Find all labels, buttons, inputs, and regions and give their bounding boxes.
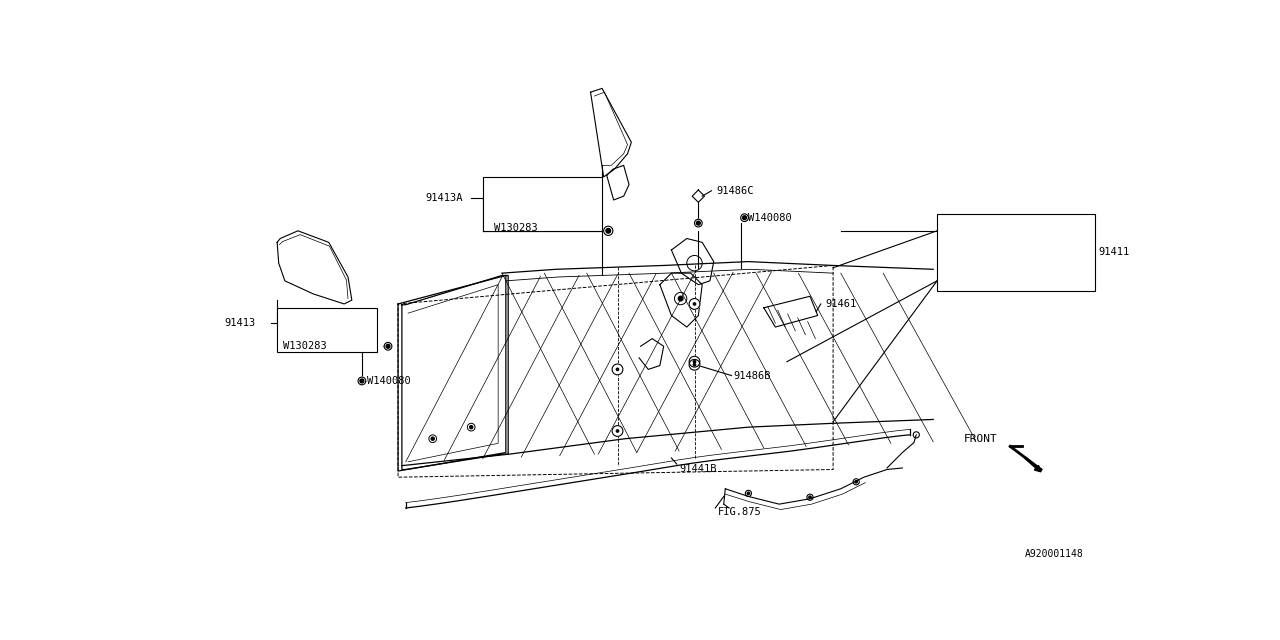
Circle shape: [431, 437, 434, 440]
Circle shape: [696, 221, 700, 225]
Text: W130283: W130283: [494, 223, 538, 234]
Circle shape: [358, 377, 366, 385]
Circle shape: [689, 356, 700, 367]
Circle shape: [612, 426, 623, 436]
Bar: [937, 214, 1094, 291]
Circle shape: [694, 303, 695, 305]
Bar: [278, 308, 378, 353]
FancyArrow shape: [1025, 458, 1041, 472]
Circle shape: [612, 364, 623, 375]
Circle shape: [605, 228, 611, 233]
Circle shape: [689, 298, 700, 309]
Text: W140080: W140080: [367, 376, 411, 386]
Text: 91486B: 91486B: [733, 371, 771, 381]
Circle shape: [617, 430, 618, 432]
Circle shape: [855, 481, 858, 483]
Text: W140080: W140080: [749, 212, 792, 223]
Text: 91413: 91413: [225, 318, 256, 328]
Circle shape: [384, 342, 392, 350]
Circle shape: [694, 360, 695, 363]
Text: 91461: 91461: [826, 299, 856, 309]
Circle shape: [694, 364, 695, 366]
Text: A920001148: A920001148: [1024, 549, 1083, 559]
Circle shape: [689, 360, 700, 370]
Circle shape: [741, 214, 749, 221]
Circle shape: [695, 220, 703, 227]
Circle shape: [470, 426, 472, 429]
Bar: [483, 177, 602, 231]
Text: 91413A: 91413A: [425, 193, 462, 204]
Circle shape: [387, 344, 390, 348]
Circle shape: [742, 216, 746, 220]
Circle shape: [604, 226, 613, 236]
Circle shape: [617, 368, 618, 371]
Text: FRONT: FRONT: [964, 434, 997, 444]
Text: 91441B: 91441B: [680, 465, 717, 474]
Text: 91411: 91411: [1098, 247, 1130, 257]
Circle shape: [809, 496, 812, 499]
Text: 91486C: 91486C: [716, 186, 754, 196]
Circle shape: [678, 296, 684, 301]
Text: W130283: W130283: [283, 341, 326, 351]
Circle shape: [748, 492, 750, 495]
Circle shape: [360, 379, 364, 383]
Text: FIG.875: FIG.875: [718, 507, 762, 517]
